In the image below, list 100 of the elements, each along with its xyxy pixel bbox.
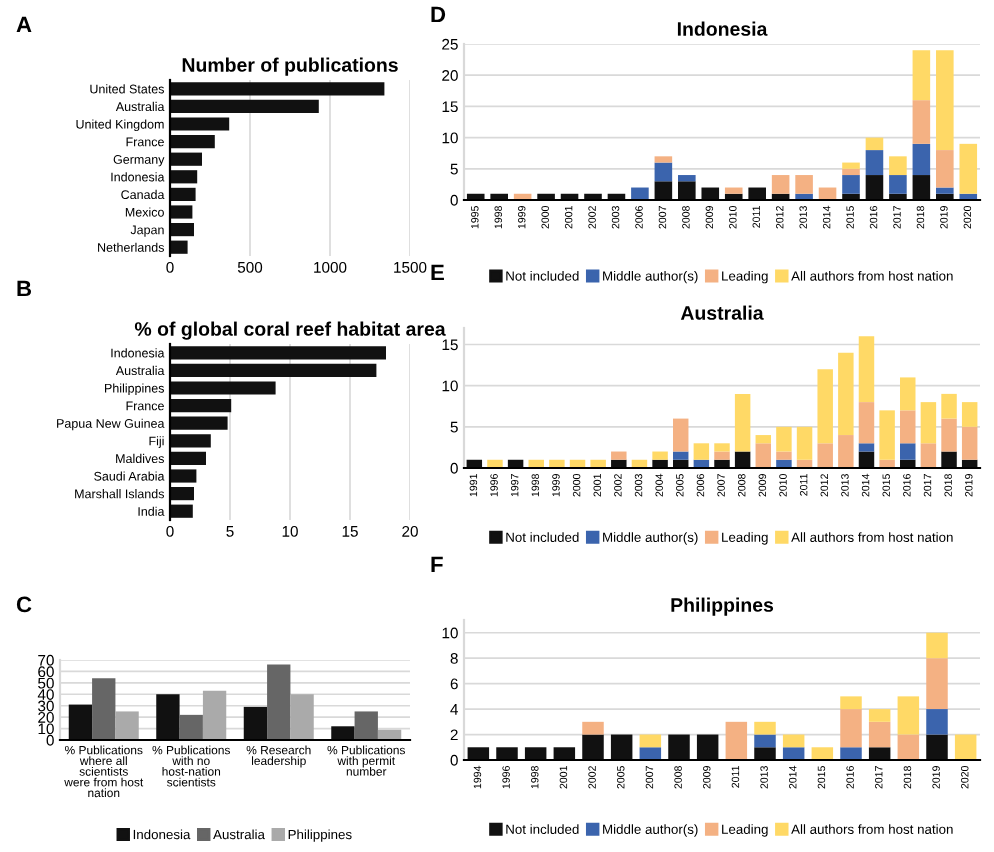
bar — [840, 747, 862, 760]
text: C — [16, 596, 32, 613]
bar — [672, 418, 689, 452]
text: F — [431, 556, 443, 573]
bar — [748, 187, 766, 200]
bar — [961, 426, 978, 460]
bar — [776, 451, 792, 460]
bar — [941, 451, 957, 468]
bar — [639, 734, 662, 748]
bar — [868, 709, 891, 722]
bar — [926, 734, 948, 760]
bar — [290, 694, 314, 740]
bar — [842, 168, 860, 176]
bar — [170, 205, 193, 219]
bar — [926, 709, 948, 735]
bar — [754, 734, 776, 748]
bar — [170, 381, 276, 395]
bar — [170, 346, 386, 360]
bar — [912, 175, 931, 200]
bar — [696, 734, 719, 760]
bar — [170, 434, 211, 448]
bar — [170, 451, 206, 465]
bar — [858, 402, 875, 444]
bar — [754, 721, 776, 735]
bar — [840, 709, 862, 748]
bar — [941, 418, 957, 452]
bar — [920, 402, 937, 444]
bar — [868, 721, 891, 748]
bar — [654, 162, 673, 182]
bar — [926, 632, 948, 659]
bar — [714, 443, 730, 452]
bar — [811, 747, 834, 760]
bar — [868, 747, 891, 760]
bar — [170, 363, 377, 377]
bar — [782, 747, 805, 760]
bar — [170, 170, 198, 184]
bar — [754, 747, 776, 760]
chart-title: Philippines — [671, 597, 774, 616]
bar — [243, 706, 268, 740]
bar — [170, 240, 188, 254]
bar — [170, 187, 196, 201]
bar — [179, 714, 203, 740]
bar — [900, 377, 916, 411]
bar — [170, 416, 228, 430]
bar — [170, 399, 232, 413]
bar — [926, 658, 948, 710]
bar — [582, 734, 604, 760]
chart-title: Indonesia — [677, 21, 768, 36]
bar — [838, 352, 854, 436]
bar — [954, 734, 977, 760]
bar — [115, 711, 139, 740]
bar — [496, 747, 518, 760]
bar — [654, 181, 673, 200]
text: E — [431, 264, 444, 281]
bar — [796, 426, 813, 460]
bar — [858, 443, 875, 452]
bar — [900, 410, 916, 444]
bar — [936, 50, 954, 151]
chart-title: % of global coral reef habitat area — [134, 321, 446, 340]
bar — [858, 336, 875, 403]
bar — [524, 747, 547, 760]
bar — [553, 747, 576, 760]
bar — [900, 443, 916, 460]
bar — [725, 721, 748, 760]
bar — [354, 711, 378, 740]
bar — [639, 747, 662, 760]
bar — [170, 223, 194, 237]
bar — [865, 150, 884, 176]
text: B — [17, 280, 32, 297]
bar — [941, 393, 957, 419]
bar — [755, 435, 772, 444]
bar — [170, 82, 385, 96]
bar — [714, 451, 730, 460]
bar — [170, 487, 194, 501]
bar — [912, 143, 931, 176]
bar — [959, 143, 978, 194]
bar — [678, 181, 696, 200]
bar — [889, 175, 907, 194]
bar — [672, 451, 689, 460]
bar — [840, 696, 862, 710]
bar — [912, 100, 931, 144]
bar — [734, 393, 751, 452]
bar — [961, 402, 978, 427]
bar — [889, 156, 907, 176]
bar — [170, 469, 197, 483]
bar — [936, 187, 954, 194]
bar — [693, 443, 710, 460]
bar — [936, 150, 954, 188]
bar — [879, 410, 895, 460]
bar — [817, 443, 833, 468]
bar — [701, 187, 720, 200]
bar — [771, 175, 790, 194]
bar — [170, 135, 215, 149]
bar — [782, 734, 805, 748]
chart-title: Australia — [680, 305, 764, 320]
bar — [611, 451, 627, 460]
bar — [755, 443, 772, 468]
bar — [631, 187, 649, 200]
bar — [331, 726, 355, 740]
bar — [817, 369, 833, 444]
